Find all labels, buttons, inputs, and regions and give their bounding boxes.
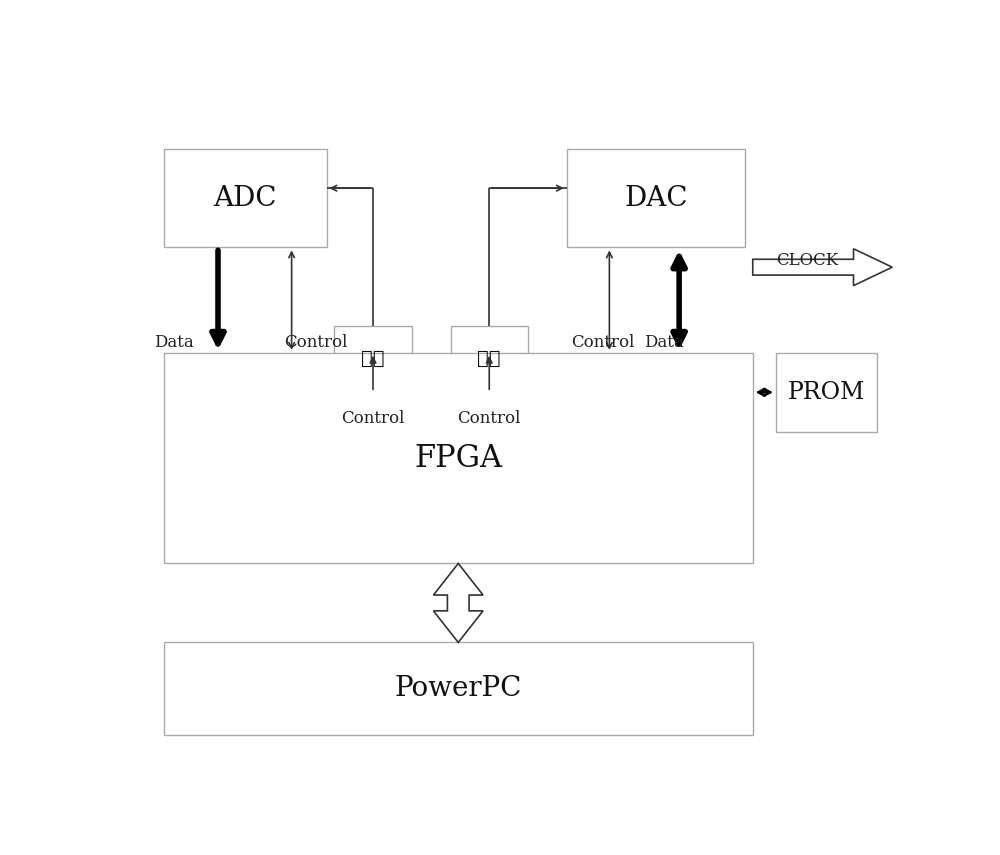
Text: Control: Control [341, 410, 405, 428]
Text: DAC: DAC [624, 185, 688, 211]
Text: Control: Control [571, 334, 634, 351]
Text: PowerPC: PowerPC [395, 675, 522, 702]
Text: 晋振: 晋振 [478, 351, 501, 369]
Polygon shape [753, 249, 892, 286]
Text: ADC: ADC [213, 185, 277, 211]
Bar [567, 149, 745, 247]
Bar [164, 642, 753, 734]
Bar [164, 353, 753, 563]
Text: Control: Control [284, 334, 347, 351]
Polygon shape [433, 563, 483, 642]
Bar [334, 327, 412, 392]
Bar [776, 353, 877, 432]
Bar [450, 327, 528, 392]
Text: CLOCK: CLOCK [776, 252, 838, 269]
Text: Data: Data [644, 334, 684, 351]
Text: Control: Control [458, 410, 521, 428]
Bar [164, 149, 326, 247]
Text: FPGA: FPGA [414, 443, 502, 474]
Text: Data: Data [154, 334, 194, 351]
Text: PROM: PROM [788, 380, 865, 404]
Text: 晋振: 晋振 [361, 351, 385, 369]
